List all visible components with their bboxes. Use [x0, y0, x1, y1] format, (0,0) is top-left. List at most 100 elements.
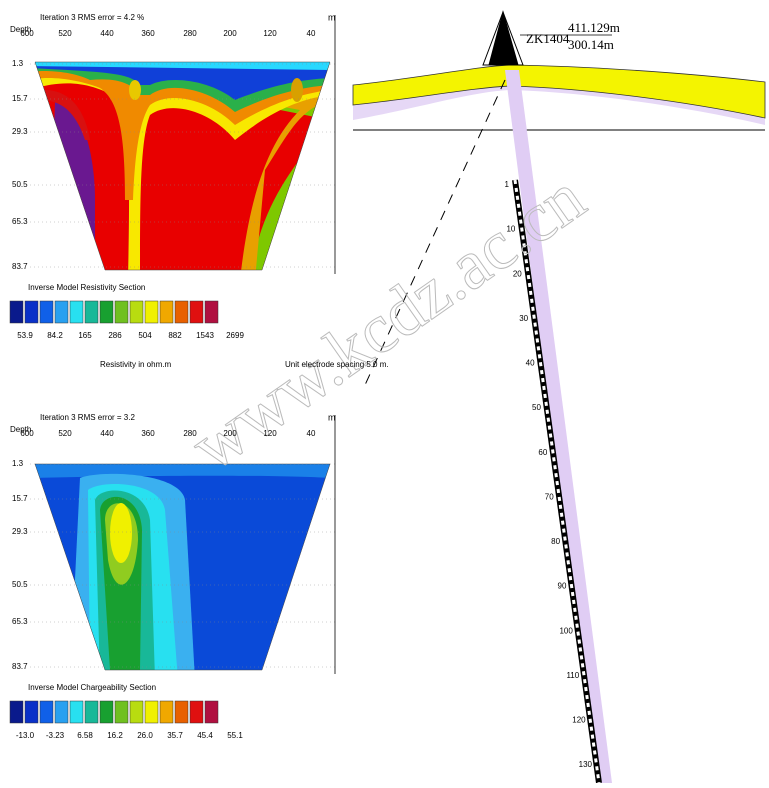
- depth-tick: 120: [572, 715, 586, 724]
- depth-tick: 40: [526, 359, 535, 368]
- depth-tick: 15.7: [12, 94, 28, 103]
- legend-swatch: [85, 301, 98, 323]
- x-label: 440: [100, 429, 114, 438]
- legend-label: 286: [108, 331, 122, 340]
- depth-tick: 90: [558, 582, 567, 591]
- legend-swatch: [160, 701, 173, 723]
- depth-tick: 50.5: [12, 580, 28, 589]
- legend-label: -13.0: [16, 731, 35, 740]
- resistivity-image: [30, 60, 335, 280]
- legend-swatch: [70, 701, 83, 723]
- legend-swatch: [10, 701, 23, 723]
- depth-tick: 1.3: [12, 459, 24, 468]
- legend-swatch: [175, 301, 188, 323]
- depth-tick: 29.3: [12, 527, 28, 536]
- legend-swatch: [100, 301, 113, 323]
- section-header: Iteration 3 RMS error = 3.2: [40, 413, 135, 422]
- x-label: 520: [58, 429, 72, 438]
- section-header: Iteration 3 RMS error = 4.2 %: [40, 13, 144, 22]
- legend-label: -3.23: [46, 731, 65, 740]
- legend-label: 882: [168, 331, 182, 340]
- x-label: 360: [141, 429, 155, 438]
- legend-swatch: [115, 701, 128, 723]
- legend-label: 84.2: [47, 331, 63, 340]
- chargeability-image: [30, 460, 335, 680]
- x-label: 280: [183, 429, 197, 438]
- x-label: 200: [223, 429, 237, 438]
- legend-swatch: [190, 701, 203, 723]
- unit-label: m: [328, 412, 336, 422]
- depth-tick: 100: [559, 626, 573, 635]
- section-title: Inverse Model Resistivity Section: [28, 283, 145, 292]
- depth-tick: 20: [513, 269, 522, 278]
- legend-unit: Resistivity in ohm.m: [100, 360, 171, 369]
- legend-swatch: [190, 301, 203, 323]
- borehole-depth: 300.14m: [568, 37, 614, 52]
- legend-label: 35.7: [167, 731, 183, 740]
- x-label: 40: [307, 29, 316, 38]
- legend-swatch: [70, 301, 83, 323]
- legend-swatch: [145, 301, 158, 323]
- depth-tick: 10: [506, 225, 515, 234]
- x-label: 520: [58, 29, 72, 38]
- legend-label: 1543: [196, 331, 214, 340]
- borehole-elevation: 411.129m: [568, 20, 620, 35]
- figure: ZK1404 411.129m 300.14m www.kcdz.ac.cn D…: [0, 0, 769, 783]
- x-label: 600: [20, 429, 34, 438]
- legend-label: 26.0: [137, 731, 153, 740]
- legend-swatch: [40, 301, 53, 323]
- legend-swatch: [55, 701, 68, 723]
- legend-swatch: [55, 301, 68, 323]
- legend-swatch: [85, 701, 98, 723]
- unit-label: m: [328, 12, 336, 22]
- depth-tick: 29.3: [12, 127, 28, 136]
- legend-label: 45.4: [197, 731, 213, 740]
- depth-tick: 110: [566, 671, 579, 680]
- x-label: 200: [223, 29, 237, 38]
- legend-label: 2699: [226, 331, 244, 340]
- depth-tick: 65.3: [12, 217, 28, 226]
- legend-swatch: [130, 701, 143, 723]
- x-label: 120: [263, 29, 277, 38]
- borehole-name: ZK1404: [526, 31, 570, 46]
- legend-label: 6.58: [77, 731, 93, 740]
- x-label: 600: [20, 29, 34, 38]
- section-title: Inverse Model Chargeability Section: [28, 683, 156, 692]
- legend-swatch: [25, 701, 38, 723]
- legend-label: 53.9: [17, 331, 33, 340]
- legend-swatch: [115, 301, 128, 323]
- depth-tick: 70: [545, 492, 554, 501]
- legend-swatch: [25, 301, 38, 323]
- legend-swatch: [175, 701, 188, 723]
- legend-label: 165: [78, 331, 92, 340]
- x-label: 120: [263, 429, 277, 438]
- legend-swatch: [205, 301, 218, 323]
- legend-label: 55.1: [227, 731, 243, 740]
- depth-tick: 83.7: [12, 662, 28, 671]
- depth-tick: 1.3: [12, 59, 24, 68]
- depth-tick: 83.7: [12, 262, 28, 271]
- legend-swatch: [40, 701, 53, 723]
- legend-swatch: [100, 701, 113, 723]
- legend-swatch: [130, 301, 143, 323]
- depth-tick: 15.7: [12, 494, 28, 503]
- depth-tick: 65.3: [12, 617, 28, 626]
- cross-section: [353, 12, 765, 783]
- legend-swatch: [205, 701, 218, 723]
- x-label: 360: [141, 29, 155, 38]
- legend-swatch: [10, 301, 23, 323]
- legend-label: 504: [138, 331, 152, 340]
- depth-tick: 1: [505, 180, 510, 189]
- depth-tick: 50: [532, 403, 541, 412]
- x-label: 40: [307, 429, 316, 438]
- legend-swatch: [145, 701, 158, 723]
- legend-label: 16.2: [107, 731, 123, 740]
- x-label: 280: [183, 29, 197, 38]
- legend-swatch: [160, 301, 173, 323]
- x-label: 440: [100, 29, 114, 38]
- depth-tick: 50.5: [12, 180, 28, 189]
- depth-tick: 80: [551, 537, 560, 546]
- depth-tick: 30: [519, 314, 528, 323]
- depth-tick: 130: [579, 760, 593, 769]
- spacing-note: Unit electrode spacing 5.0 m.: [285, 360, 389, 369]
